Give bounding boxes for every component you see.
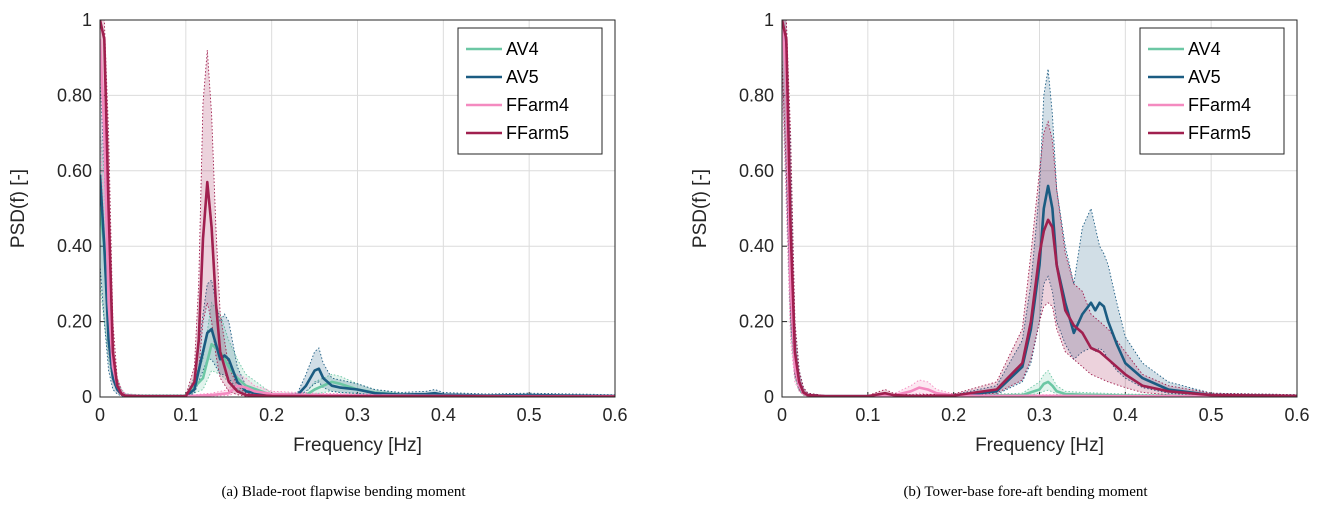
ffarm5-line-b	[782, 20, 1297, 397]
plot-frame-b	[781, 19, 1298, 398]
ffarm5-line-a	[100, 20, 615, 397]
x-tick-label-a: 0.4	[431, 405, 456, 425]
y-tick-label-a: 0.80	[57, 85, 92, 105]
ffarm5-band-b	[782, 20, 1297, 397]
y-axis-label-b: PSD(f) [-]	[690, 169, 711, 248]
ffarm4-lower-bound-a	[100, 133, 615, 397]
y-tick-label-b: 1	[764, 10, 774, 30]
x-tick-label-b: 0.2	[941, 405, 966, 425]
x-tick-label-a: 0.2	[259, 405, 284, 425]
legend-label-ffarm5: FFarm5	[1188, 123, 1251, 143]
x-tick-label-a: 0.3	[345, 405, 370, 425]
x-tick-label-b: 0.3	[1027, 405, 1052, 425]
panel-b: 0 0.1 0.2 0.3 0.4 0.5 0.6 0 0.20 0.40 0.60 0.80 1 F…	[690, 10, 1310, 500]
legend-a: AV4 AV5 FFarm4 FFarm5	[457, 27, 603, 155]
y-tick-label-b: 0.60	[739, 161, 774, 181]
av5-lower-bound-b	[782, 76, 1297, 397]
av4-upper-bound-a	[100, 133, 615, 396]
series-lines-a	[100, 20, 615, 397]
av5-band-b	[782, 20, 1297, 397]
x-axis-label-b: Frequency [Hz]	[975, 435, 1104, 456]
x-tick-label-a: 0.6	[602, 405, 627, 425]
x-tick-label-a: 0	[95, 405, 105, 425]
x-tick-label-b: 0.1	[855, 405, 880, 425]
y-tick-label-a: 0.60	[57, 161, 92, 181]
x-axis-label-a: Frequency [Hz]	[293, 435, 422, 456]
legend-b: AV4 AV5 FFarm4 FFarm5	[1139, 27, 1285, 155]
legend-label-av5: AV5	[506, 67, 539, 87]
y-tick-label-a: 0.40	[57, 236, 92, 256]
ffarm5-upper-bound-b	[782, 20, 1297, 396]
x-tick-label-b: 0.6	[1284, 405, 1309, 425]
ffarm4-lower-bound-b	[782, 76, 1297, 397]
caption-b: (b) Tower-base fore-aft bending moment	[903, 484, 1148, 500]
y-tick-label-b: 0.80	[739, 85, 774, 105]
legend-label-ffarm4: FFarm4	[1188, 95, 1251, 115]
av5-upper-bound-a	[100, 76, 615, 396]
y-tick-labels-b: 0 0.20 0.40 0.60 0.80 1	[739, 10, 774, 407]
x-tick-labels-a: 0 0.1 0.2 0.3 0.4 0.5 0.6	[95, 405, 628, 425]
y-tick-labels-a: 0 0.20 0.40 0.60 0.80 1	[57, 10, 92, 407]
x-tick-label-b: 0	[777, 405, 787, 425]
y-axis-label-a: PSD(f) [-]	[8, 169, 29, 248]
av5-upper-bound-b	[782, 20, 1297, 396]
panel-a: 0 0.1 0.2 0.3 0.4 0.5 0.6 0 0.20 0.40 0.60 0.80 1 F…	[8, 10, 628, 500]
caption-a: (a) Blade-root flapwise bending moment	[221, 484, 466, 500]
x-tick-labels-b: 0 0.1 0.2 0.3 0.4 0.5 0.6	[777, 405, 1310, 425]
y-tick-label-a: 0.20	[57, 312, 92, 332]
ffarm4-line-b	[782, 20, 1297, 397]
legend-label-av4: AV4	[506, 39, 539, 59]
y-tick-label-a: 1	[82, 10, 92, 30]
ffarm5-band-a	[100, 20, 615, 397]
plot-frame-a	[99, 19, 616, 398]
y-tick-label-a: 0	[82, 387, 92, 407]
ffarm5-upper-bound-a	[100, 20, 615, 397]
x-tick-label-b: 0.5	[1199, 405, 1224, 425]
x-tick-label-b: 0.4	[1113, 405, 1138, 425]
x-tick-label-a: 0.5	[517, 405, 542, 425]
legend-label-ffarm5: FFarm5	[506, 123, 569, 143]
legend-label-av5: AV5	[1188, 67, 1221, 87]
y-tick-label-b: 0	[764, 387, 774, 407]
legend-label-ffarm4: FFarm4	[506, 95, 569, 115]
y-tick-label-b: 0.40	[739, 236, 774, 256]
series-lines-b	[782, 20, 1297, 397]
legend-label-av4: AV4	[1188, 39, 1221, 59]
x-tick-label-a: 0.1	[173, 405, 198, 425]
y-tick-label-b: 0.20	[739, 312, 774, 332]
